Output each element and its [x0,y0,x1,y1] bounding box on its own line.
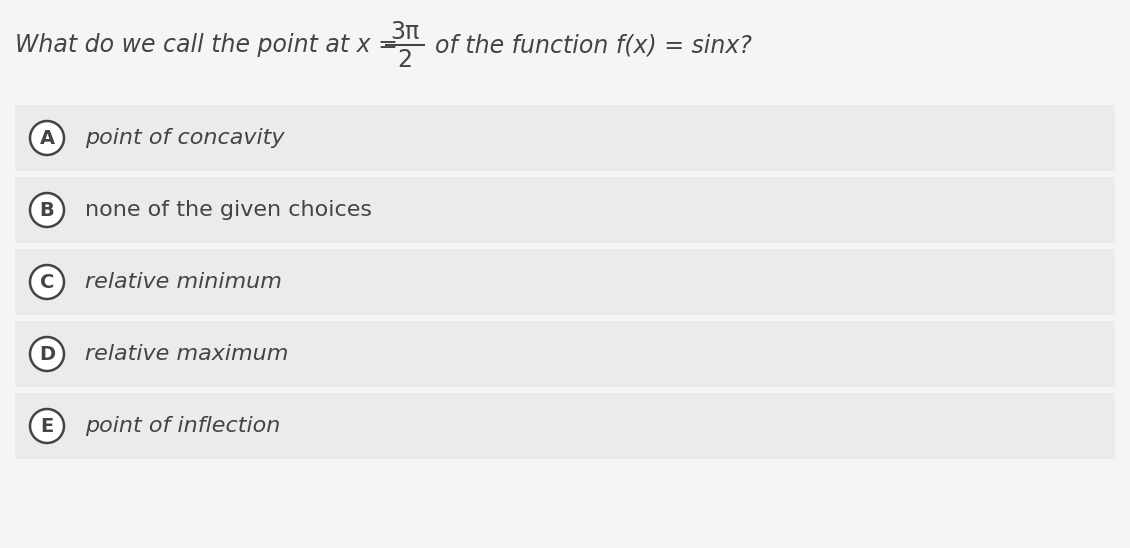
FancyBboxPatch shape [15,321,1115,387]
Text: point of inflection: point of inflection [85,416,280,436]
FancyBboxPatch shape [15,105,1115,171]
Circle shape [31,409,64,443]
Circle shape [31,121,64,155]
Text: relative minimum: relative minimum [85,272,281,292]
Text: 2: 2 [398,48,412,72]
Text: point of concavity: point of concavity [85,128,285,148]
Text: 3π: 3π [390,20,419,44]
Circle shape [31,193,64,227]
Text: E: E [41,416,53,436]
Text: C: C [40,272,54,292]
Circle shape [31,265,64,299]
Text: relative maximum: relative maximum [85,344,288,364]
Text: A: A [40,128,54,147]
Text: B: B [40,201,54,220]
Text: What do we call the point at x =: What do we call the point at x = [15,33,398,57]
FancyBboxPatch shape [15,393,1115,459]
Text: D: D [38,345,55,363]
Text: none of the given choices: none of the given choices [85,200,372,220]
Circle shape [31,337,64,371]
FancyBboxPatch shape [15,177,1115,243]
FancyBboxPatch shape [15,249,1115,315]
Text: of the function f(x) = sinx?: of the function f(x) = sinx? [435,33,751,57]
